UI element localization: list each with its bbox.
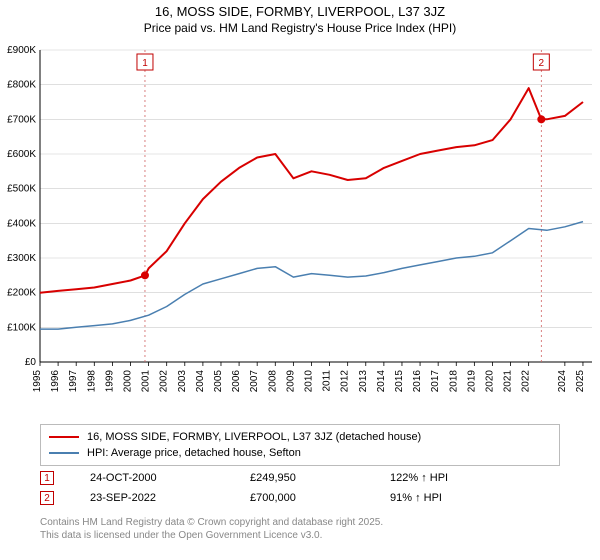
svg-text:1996: 1996 <box>50 370 61 393</box>
svg-text:2014: 2014 <box>376 370 387 393</box>
svg-text:£500K: £500K <box>7 184 36 195</box>
legend-row-1: HPI: Average price, detached house, Seft… <box>49 445 551 461</box>
svg-text:2019: 2019 <box>466 370 477 393</box>
marker-price-0: £249,950 <box>250 472 390 484</box>
svg-text:2016: 2016 <box>412 370 423 393</box>
svg-text:2001: 2001 <box>141 370 152 393</box>
svg-text:2009: 2009 <box>285 370 296 393</box>
footer-line1: Contains HM Land Registry data © Crown c… <box>40 516 560 529</box>
svg-text:£800K: £800K <box>7 80 36 91</box>
marker-badge-1: 2 <box>40 491 54 505</box>
svg-text:£400K: £400K <box>7 218 36 229</box>
footer: Contains HM Land Registry data © Crown c… <box>40 516 560 542</box>
svg-text:£100K: £100K <box>7 322 36 333</box>
legend-row-0: 16, MOSS SIDE, FORMBY, LIVERPOOL, L37 3J… <box>49 429 551 445</box>
svg-text:£900K: £900K <box>7 45 36 56</box>
marker-pct-0: 122% ↑ HPI <box>390 472 530 484</box>
svg-text:1: 1 <box>142 58 148 69</box>
chart-svg: £0 £100K £200K £300K £400K £500K £600K £700K £80… <box>0 42 600 412</box>
svg-text:2008: 2008 <box>267 370 278 393</box>
svg-text:2022: 2022 <box>521 370 532 393</box>
svg-text:2003: 2003 <box>177 370 188 393</box>
svg-text:£700K: £700K <box>7 114 36 125</box>
svg-text:£0: £0 <box>25 357 37 368</box>
svg-text:2002: 2002 <box>159 370 170 393</box>
legend-swatch-0 <box>49 436 79 438</box>
svg-text:£300K: £300K <box>7 253 36 264</box>
legend-box: 16, MOSS SIDE, FORMBY, LIVERPOOL, L37 3J… <box>40 424 560 466</box>
marker-row-0: 1 24-OCT-2000 £249,950 122% ↑ HPI <box>40 468 560 488</box>
marker-table: 1 24-OCT-2000 £249,950 122% ↑ HPI 2 23-S… <box>40 468 560 508</box>
svg-text:1998: 1998 <box>86 370 97 393</box>
svg-text:2006: 2006 <box>231 370 242 393</box>
title-block: 16, MOSS SIDE, FORMBY, LIVERPOOL, L37 3J… <box>0 0 600 35</box>
svg-text:1995: 1995 <box>32 370 43 393</box>
svg-text:2020: 2020 <box>484 370 495 393</box>
marker-price-1: £700,000 <box>250 492 390 504</box>
chart-area: £0 £100K £200K £300K £400K £500K £600K £700K £80… <box>0 42 600 412</box>
svg-text:2011: 2011 <box>322 370 333 392</box>
svg-text:2018: 2018 <box>448 370 459 393</box>
legend-label-0: 16, MOSS SIDE, FORMBY, LIVERPOOL, L37 3J… <box>87 431 421 443</box>
legend-label-1: HPI: Average price, detached house, Seft… <box>87 447 301 459</box>
svg-text:2015: 2015 <box>394 370 405 393</box>
svg-text:2007: 2007 <box>249 370 260 393</box>
svg-text:2: 2 <box>539 58 545 69</box>
svg-text:2013: 2013 <box>358 370 369 393</box>
page-root: 16, MOSS SIDE, FORMBY, LIVERPOOL, L37 3J… <box>0 0 600 560</box>
svg-text:2021: 2021 <box>503 370 514 393</box>
svg-text:2012: 2012 <box>340 370 351 393</box>
svg-text:£600K: £600K <box>7 149 36 160</box>
svg-text:2017: 2017 <box>430 370 441 393</box>
svg-text:1999: 1999 <box>104 370 115 393</box>
marker-pct-1: 91% ↑ HPI <box>390 492 530 504</box>
svg-text:2025: 2025 <box>575 370 586 393</box>
title-line1: 16, MOSS SIDE, FORMBY, LIVERPOOL, L37 3J… <box>0 4 600 19</box>
marker-date-0: 24-OCT-2000 <box>90 472 250 484</box>
svg-text:2004: 2004 <box>195 370 206 393</box>
svg-text:2005: 2005 <box>213 370 224 393</box>
svg-text:1997: 1997 <box>68 370 79 393</box>
svg-text:2010: 2010 <box>303 370 314 393</box>
svg-text:2000: 2000 <box>122 370 133 393</box>
marker-badge-0: 1 <box>40 471 54 485</box>
legend-swatch-1 <box>49 452 79 454</box>
title-line2: Price paid vs. HM Land Registry's House … <box>0 21 600 35</box>
svg-text:2024: 2024 <box>557 370 568 393</box>
svg-text:£200K: £200K <box>7 288 36 299</box>
marker-date-1: 23-SEP-2022 <box>90 492 250 504</box>
footer-line2: This data is licensed under the Open Gov… <box>40 529 560 542</box>
marker-row-1: 2 23-SEP-2022 £700,000 91% ↑ HPI <box>40 488 560 508</box>
